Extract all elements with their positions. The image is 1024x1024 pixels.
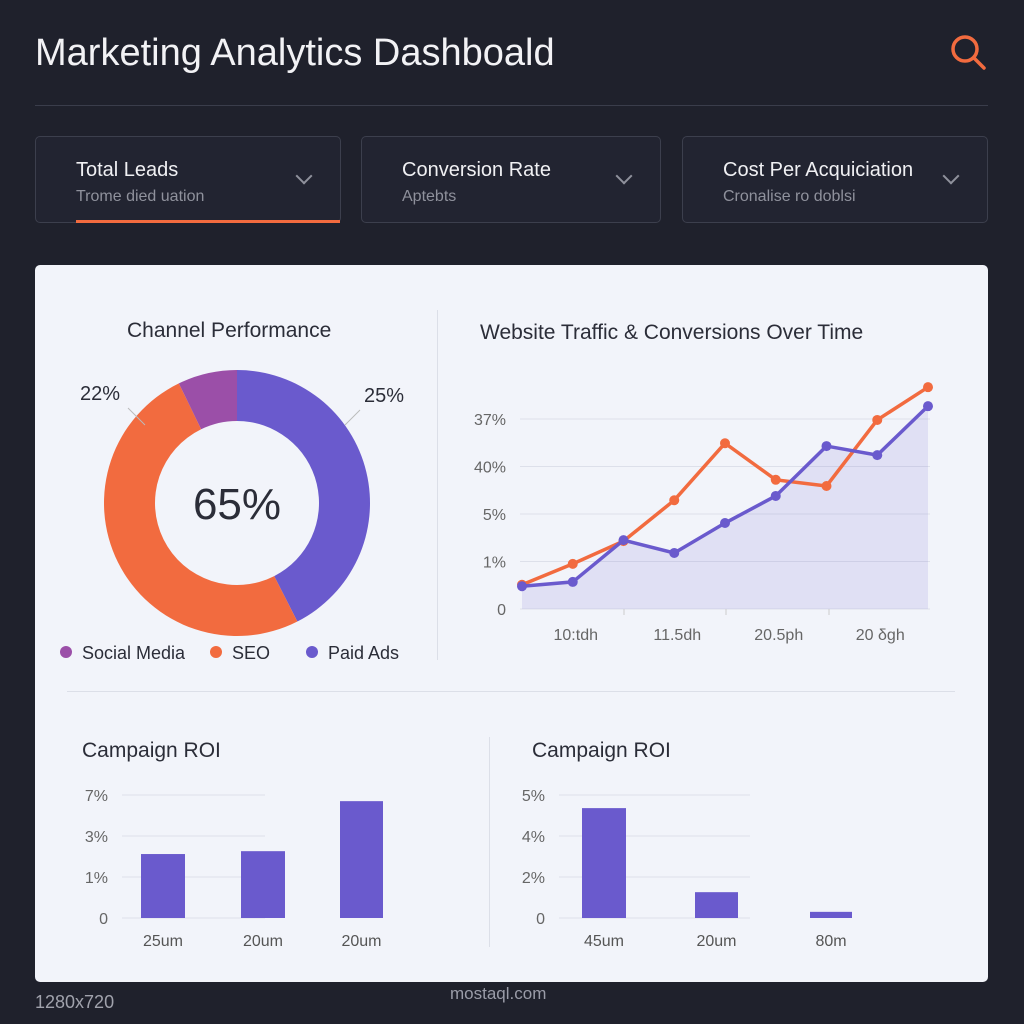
data-point [567, 576, 578, 587]
legend-swatch [306, 646, 318, 658]
filter-subtitle: Cronalise ro doblsi [723, 188, 856, 205]
data-point [669, 547, 680, 558]
y-tick-label: 5% [522, 788, 545, 805]
leader-line [127, 407, 146, 426]
active-underline [76, 220, 340, 223]
data-point [872, 414, 883, 425]
chart-title: Website Traffic & Conversions Over Time [480, 321, 864, 344]
data-point [770, 474, 781, 485]
filter-dropdown[interactable]: Total Leads Trome died uation [35, 136, 341, 223]
data-point [770, 490, 781, 501]
page-title: Marketing Analytics Dashboald [35, 32, 555, 74]
x-tick-label: 11.5dh [653, 627, 701, 644]
filter-subtitle: Aptebts [402, 188, 457, 205]
data-point [923, 382, 933, 393]
x-tick-label: 25um [143, 933, 183, 950]
legend-swatch [60, 646, 72, 658]
resolution-label: 1280x720 [35, 992, 115, 1012]
y-tick-label: 7% [85, 788, 108, 805]
divider [489, 737, 490, 947]
filter-label: Conversion Rate [402, 159, 551, 181]
data-point [618, 535, 629, 546]
leader-line [344, 409, 361, 426]
donut-label: 22% [80, 383, 120, 405]
filter-label: Total Leads [76, 159, 179, 181]
data-point [923, 401, 933, 412]
y-tick-label: 0 [536, 911, 545, 928]
y-tick-label: 4% [522, 829, 545, 846]
legend-label: Social Media [82, 643, 186, 663]
donut-slice [237, 370, 370, 622]
area-fill [522, 406, 928, 609]
data-point [821, 480, 832, 491]
donut-slice [178, 370, 237, 430]
data-point [669, 495, 680, 506]
donut-center-label: 65% [193, 480, 281, 529]
bar [695, 892, 738, 918]
x-tick-label: 45um [584, 933, 624, 950]
y-tick-label: 3% [85, 829, 108, 846]
chart-title: Campaign ROI [82, 739, 221, 762]
x-tick-label: 20.5ph [754, 627, 803, 644]
divider [67, 691, 955, 692]
filter-dropdown[interactable]: Cost Per Acquiciation Cronalise ro doblsi [682, 136, 988, 223]
data-point [517, 581, 527, 592]
x-tick-label: 80m [815, 933, 846, 950]
x-tick-label: 10:tdh [554, 627, 598, 644]
data-point [567, 558, 578, 569]
legend-label: SEO [232, 643, 270, 663]
bar [340, 801, 383, 918]
data-point [872, 450, 883, 461]
filter-label: Cost Per Acquiciation [723, 159, 914, 181]
donut-label: 25% [364, 385, 404, 407]
bar [141, 854, 185, 918]
watermark: mostaql.com [450, 984, 547, 1003]
y-tick-label: 0 [497, 602, 506, 619]
data-point [720, 518, 730, 529]
y-tick-label: 1% [483, 555, 506, 572]
divider [437, 310, 438, 660]
donut-slice [103, 383, 298, 637]
y-tick-label: 1% [85, 870, 108, 887]
chart-title: Channel Performance [127, 319, 332, 342]
data-point [821, 441, 832, 452]
x-tick-label: 20um [696, 933, 736, 950]
filter-dropdown[interactable]: Conversion Rate Aptebts [361, 136, 661, 223]
data-point [720, 438, 730, 449]
y-tick-label: 40% [474, 460, 506, 477]
chart-title: Campaign ROI [532, 739, 671, 762]
y-tick-label: 0 [99, 911, 108, 928]
header-divider [35, 105, 988, 106]
x-tick-label: 20um [243, 933, 283, 950]
y-tick-label: 37% [474, 412, 506, 429]
x-tick-label: 20um [341, 933, 381, 950]
bar [810, 911, 852, 918]
filter-subtitle: Trome died uation [76, 188, 205, 205]
search-icon[interactable] [948, 32, 988, 72]
y-tick-label: 2% [522, 870, 545, 887]
y-tick-label: 5% [483, 507, 506, 524]
legend-swatch [210, 646, 222, 658]
bar [241, 851, 285, 918]
x-tick-label: 20 δgh [856, 627, 905, 644]
legend-label: Paid Ads [328, 643, 399, 663]
bar [582, 808, 626, 918]
